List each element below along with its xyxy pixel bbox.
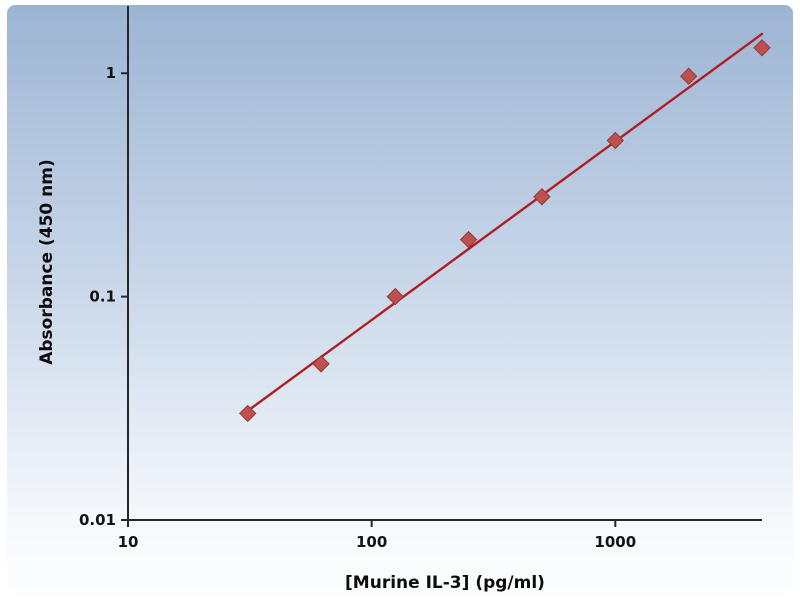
x-axis-tick-label: 100	[356, 533, 387, 551]
data-point-marker	[386, 287, 404, 306]
x-axis-title: [Murine IL-3] (pg/ml)	[345, 573, 545, 593]
trend-line	[249, 32, 764, 410]
data-point-marker	[239, 404, 257, 423]
y-axis-tick-label: 0.1	[89, 288, 116, 306]
data-point-marker	[753, 39, 771, 57]
y-axis-tick-label: 1	[106, 64, 116, 82]
x-axis-tick-label: 10	[118, 533, 139, 551]
y-axis-title: Absorbance (450 nm)	[37, 159, 57, 365]
data-point-marker	[459, 230, 478, 249]
x-axis-tick-label: 1000	[594, 533, 636, 551]
data-point-marker	[679, 67, 698, 85]
data-point-marker	[533, 188, 551, 206]
data-point-marker	[312, 355, 330, 373]
y-axis-tick-label: 0.01	[79, 511, 116, 529]
data-point-marker	[606, 131, 625, 150]
